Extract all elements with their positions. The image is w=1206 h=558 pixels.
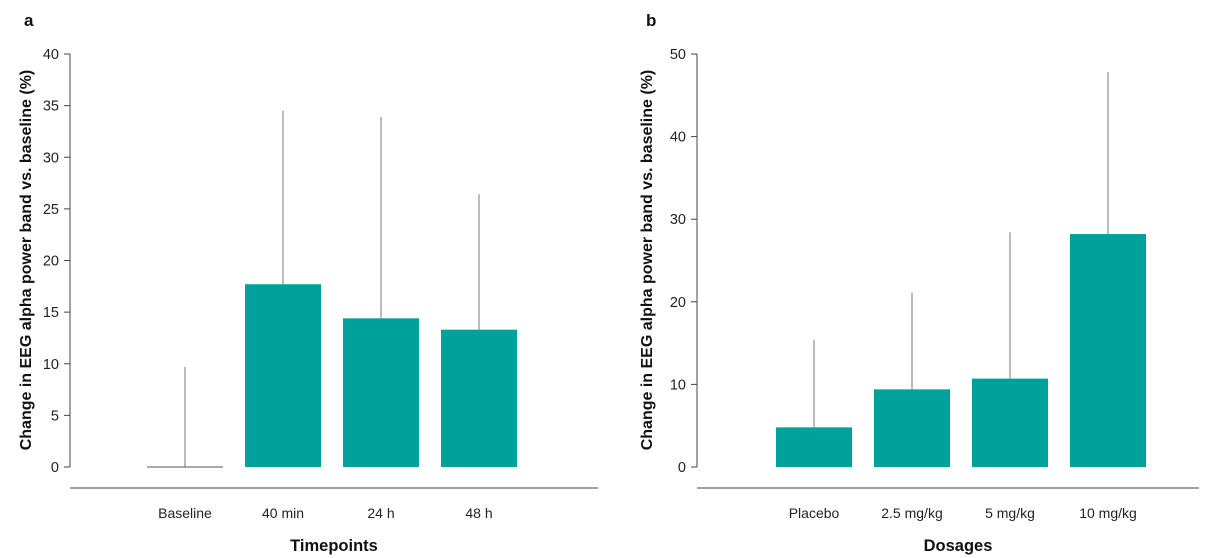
panel-b-y-tick-label: 10 xyxy=(670,377,686,393)
panel-a-y-tick-label: 25 xyxy=(43,202,59,218)
panel-b-y-tick-label: 20 xyxy=(670,295,686,311)
panel-a-bar xyxy=(441,329,517,467)
panel-a-category-label: 40 min xyxy=(262,505,304,521)
panel-a-y-tick-label: 35 xyxy=(43,99,59,115)
panel-b-label: b xyxy=(646,11,656,30)
panel-b-category-label: Placebo xyxy=(789,505,840,521)
panel-a: a Change in EEG alpha power band vs. bas… xyxy=(18,11,598,555)
panel-b-bar xyxy=(972,378,1048,467)
panel-b-y-tick-label: 50 xyxy=(670,47,686,63)
panel-b-y-tick-label: 30 xyxy=(670,212,686,228)
panel-b-category-label: 5 mg/kg xyxy=(985,505,1035,521)
panel-a-category-label: 48 h xyxy=(465,505,492,521)
panel-a-y-tick-label: 0 xyxy=(51,460,59,476)
panel-a-x-axis-title: Timepoints xyxy=(290,537,378,555)
panel-b-bar xyxy=(776,427,852,467)
panel-b-category-label: 10 mg/kg xyxy=(1079,505,1137,521)
panel-a-y-tick-label: 5 xyxy=(51,408,59,424)
panel-b-bar xyxy=(874,389,950,467)
panel-a-label: a xyxy=(24,11,34,30)
panel-a-y-axis-title: Change in EEG alpha power band vs. basel… xyxy=(18,70,35,451)
panel-b-category-label: 2.5 mg/kg xyxy=(881,505,942,521)
panel-a-category-label: 24 h xyxy=(367,505,394,521)
panel-a-bar xyxy=(343,318,419,467)
panel-a-category-label: Baseline xyxy=(158,505,212,521)
panel-b-x-axis-title: Dosages xyxy=(924,537,993,555)
panel-a-bar xyxy=(245,284,321,467)
panel-a-y-tick-label: 20 xyxy=(43,254,59,270)
panel-b-y-axis-title: Change in EEG alpha power band vs. basel… xyxy=(639,70,656,451)
panel-b-bar xyxy=(1070,234,1146,467)
panel-a-y-tick-label: 30 xyxy=(43,150,59,166)
panel-a-y-tick-label: 10 xyxy=(43,357,59,373)
panel-b-y-tick-label: 0 xyxy=(678,460,686,476)
panel-b: b Change in EEG alpha power band vs. bas… xyxy=(639,11,1199,555)
panel-a-y-tick-label: 40 xyxy=(43,47,59,63)
panel-b-y-tick-label: 40 xyxy=(670,130,686,146)
panel-a-y-tick-label: 15 xyxy=(43,305,59,321)
